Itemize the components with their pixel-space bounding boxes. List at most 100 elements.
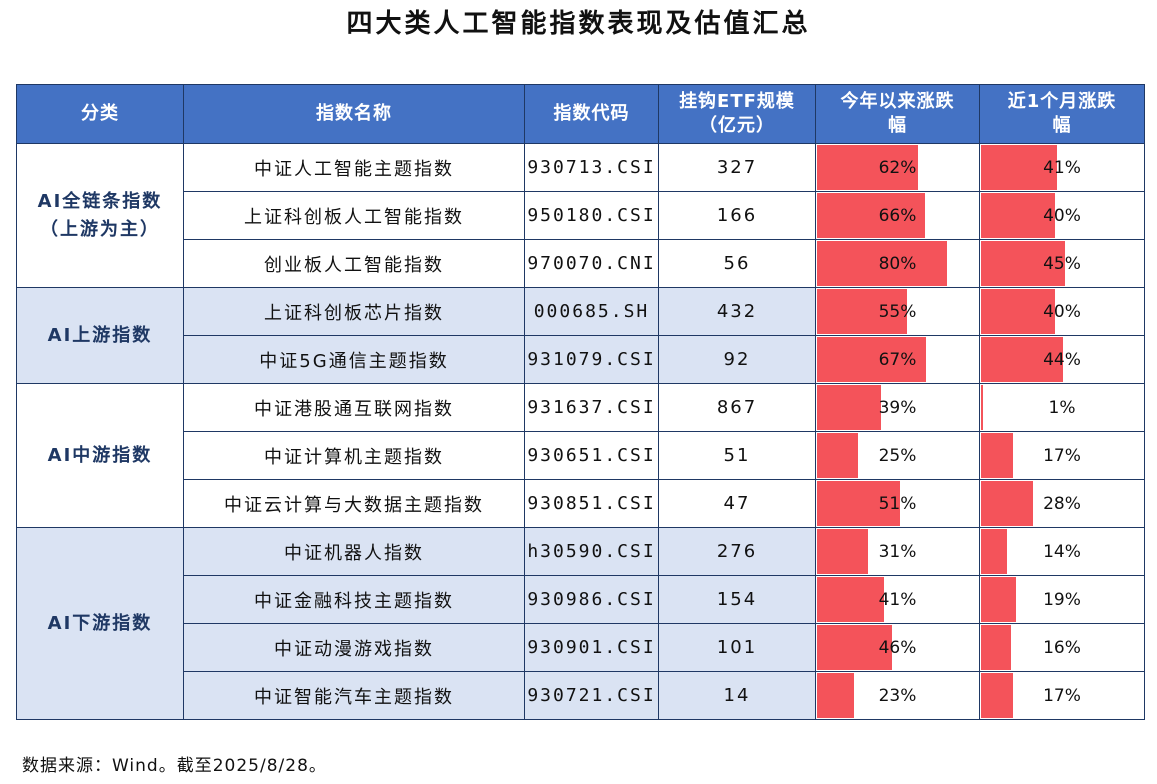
ytd-change-cell: 23% (815, 671, 980, 720)
index-code: 930986.CSI (524, 575, 659, 624)
index-name: 中证人工智能主题指数 (183, 143, 525, 192)
ytd-bar (817, 289, 907, 334)
ytd-value: 25% (878, 446, 917, 466)
table-row: 中证云计算与大数据主题指数 930851.CSI 47 51% 28% (17, 479, 1145, 528)
ytd-change-cell: 55% (815, 287, 980, 336)
index-table: 分类 指数名称 指数代码 挂钩ETF规模 （亿元） 今年以来涨跌 幅 近1个月涨… (16, 84, 1145, 720)
index-name: 创业板人工智能指数 (183, 239, 525, 288)
etf-size: 276 (658, 527, 816, 576)
month-change-cell: 40% (979, 287, 1145, 336)
month-value: 1% (1048, 398, 1076, 418)
index-name: 上证科创板芯片指数 (183, 287, 525, 336)
month-value: 19% (1043, 590, 1081, 610)
month-change-cell: 19% (979, 575, 1145, 624)
etf-size: 14 (658, 671, 816, 720)
ytd-bar (817, 673, 855, 718)
month-change-cell: 40% (979, 191, 1145, 240)
index-code: 950180.CSI (524, 191, 659, 240)
month-value: 17% (1043, 686, 1081, 706)
ytd-bar (817, 145, 919, 190)
month-change-cell: 16% (979, 623, 1145, 672)
month-bar (981, 625, 1011, 670)
ytd-change-cell: 39% (815, 383, 980, 432)
category-cell: AI中游指数 (16, 383, 184, 528)
month-value: 40% (1043, 302, 1081, 322)
etf-size: 92 (658, 335, 816, 384)
ytd-change-cell: 25% (815, 431, 980, 480)
index-name: 中证金融科技主题指数 (183, 575, 525, 624)
header-month-change: 近1个月涨跌 幅 (979, 84, 1145, 144)
index-code: 930851.CSI (524, 479, 659, 528)
month-change-cell: 45% (979, 239, 1145, 288)
month-bar (981, 241, 1065, 286)
header-ytd-change: 今年以来涨跌 幅 (815, 84, 980, 144)
index-name: 中证5G通信主题指数 (183, 335, 525, 384)
etf-size: 432 (658, 287, 816, 336)
index-name: 中证智能汽车主题指数 (183, 671, 525, 720)
month-bar (981, 385, 983, 430)
month-value: 28% (1043, 494, 1081, 514)
month-bar (981, 481, 1033, 526)
table-row: 创业板人工智能指数 970070.CNI 56 80% 45% (17, 239, 1145, 288)
index-name: 中证计算机主题指数 (183, 431, 525, 480)
month-bar (981, 577, 1017, 622)
table-row: 中证动漫游戏指数 930901.CSI 101 46% 16% (17, 623, 1145, 672)
month-change-cell: 17% (979, 431, 1145, 480)
table-row: 中证5G通信主题指数 931079.CSI 92 67% 44% (17, 335, 1145, 384)
index-name: 中证机器人指数 (183, 527, 525, 576)
ytd-change-cell: 66% (815, 191, 980, 240)
month-change-cell: 28% (979, 479, 1145, 528)
month-bar (981, 289, 1056, 334)
ytd-change-cell: 51% (815, 479, 980, 528)
category-cell: AI全链条指数 （上游为主） (16, 143, 184, 288)
ytd-change-cell: 62% (815, 143, 980, 192)
ytd-value: 39% (878, 398, 917, 418)
ytd-bar (817, 481, 901, 526)
ytd-change-cell: 41% (815, 575, 980, 624)
index-code: 930651.CSI (524, 431, 659, 480)
index-code: 000685.SH (524, 287, 659, 336)
ytd-bar (817, 577, 884, 622)
ytd-value: 46% (878, 638, 917, 658)
category-cell: AI上游指数 (16, 287, 184, 384)
table-row: 中证智能汽车主题指数 930721.CSI 14 23% 17% (17, 671, 1145, 720)
month-bar (981, 673, 1013, 718)
month-change-cell: 17% (979, 671, 1145, 720)
etf-size: 101 (658, 623, 816, 672)
ytd-bar (817, 337, 927, 382)
index-code: 930721.CSI (524, 671, 659, 720)
category-cell: AI下游指数 (16, 527, 184, 720)
ytd-change-cell: 67% (815, 335, 980, 384)
month-bar (981, 433, 1013, 478)
month-value: 45% (1043, 254, 1081, 274)
index-name: 上证科创板人工智能指数 (183, 191, 525, 240)
source-footnote: 数据来源：Wind。截至2025/8/28。 (22, 756, 327, 776)
index-code: 931079.CSI (524, 335, 659, 384)
table-row: AI上游指数 上证科创板芯片指数 000685.SH 432 55% 40% (16, 287, 1145, 384)
index-name: 中证动漫游戏指数 (183, 623, 525, 672)
table-row: 中证计算机主题指数 930651.CSI 51 25% 17% (17, 431, 1145, 480)
table-row: AI下游指数 中证机器人指数 h30590.CSI 276 31% 14% (16, 527, 1145, 720)
header-index-name: 指数名称 (183, 84, 525, 144)
month-change-cell: 44% (979, 335, 1145, 384)
index-code: h30590.CSI (524, 527, 659, 576)
month-value: 40% (1043, 206, 1081, 226)
ytd-change-cell: 80% (815, 239, 980, 288)
etf-size: 327 (658, 143, 816, 192)
month-value: 17% (1043, 446, 1081, 466)
header-etf-size: 挂钩ETF规模 （亿元） (658, 84, 816, 144)
month-value: 44% (1043, 350, 1081, 370)
month-bar (981, 145, 1058, 190)
table-row: AI中游指数 中证港股通互联网指数 931637.CSI 867 39% 1% (16, 383, 1145, 528)
month-change-cell: 1% (979, 383, 1145, 432)
ytd-value: 55% (878, 302, 917, 322)
etf-size: 166 (658, 191, 816, 240)
month-value: 14% (1043, 542, 1081, 562)
table-row: AI全链条指数 （上游为主） 中证人工智能主题指数 930713.CSI 327 62%… (16, 143, 1145, 288)
ytd-value: 41% (878, 590, 917, 610)
ytd-change-cell: 46% (815, 623, 980, 672)
table-header-row: 分类 指数名称 指数代码 挂钩ETF规模 （亿元） 今年以来涨跌 幅 近1个月涨… (16, 84, 1145, 144)
ytd-value: 80% (878, 254, 917, 274)
ytd-value: 66% (878, 206, 917, 226)
index-code: 970070.CNI (524, 239, 659, 288)
